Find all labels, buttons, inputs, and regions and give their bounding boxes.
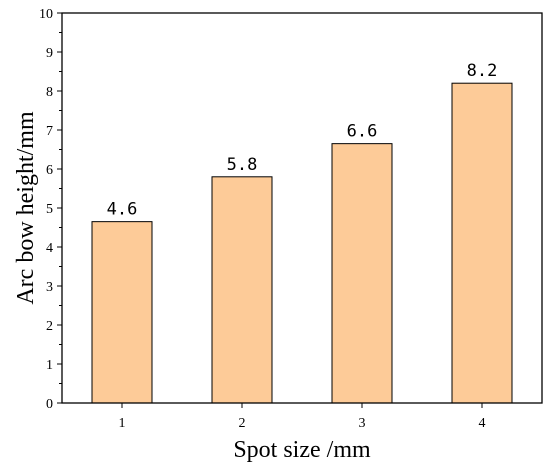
y-tick-label-2: 2: [46, 319, 53, 334]
y-tick-label-9: 9: [46, 46, 53, 61]
y-tick-label-5: 5: [46, 202, 53, 217]
data-label-2: 5.8: [227, 155, 258, 175]
y-tick-label-10: 10: [39, 7, 53, 22]
y-tick-label-3: 3: [46, 280, 53, 295]
data-label-1: 4.6: [107, 200, 138, 220]
x-tick-label-1: 1: [119, 416, 126, 431]
bar-4: [451, 82, 513, 404]
data-label-4: 8.2: [467, 61, 498, 81]
y-axis-title: Arc bow height/mm: [13, 111, 39, 305]
x-axis-title: Spot size /mm: [233, 437, 371, 463]
y-axis: 0 1 2 3 4 5 6 7 8 9 10: [39, 7, 62, 412]
x-tick-label-2: 2: [239, 416, 246, 431]
y-tick-label-1: 1: [46, 358, 53, 373]
y-tick-label-0: 0: [46, 397, 53, 412]
data-labels-layer: 4.6 5.8 6.6 8.2: [107, 61, 498, 219]
y-tick-label-6: 6: [46, 163, 53, 178]
y-tick-label-7: 7: [46, 124, 53, 139]
bar-3: [331, 143, 393, 404]
bar-1: [91, 221, 153, 404]
y-tick-label-8: 8: [46, 85, 53, 100]
bars-layer: [91, 82, 513, 404]
bar-2: [211, 176, 273, 404]
x-axis: 1 2 3 4: [119, 403, 486, 431]
x-tick-label-3: 3: [359, 416, 366, 431]
data-label-3: 6.6: [347, 122, 378, 142]
x-tick-label-4: 4: [479, 416, 486, 431]
y-tick-label-4: 4: [46, 241, 53, 256]
